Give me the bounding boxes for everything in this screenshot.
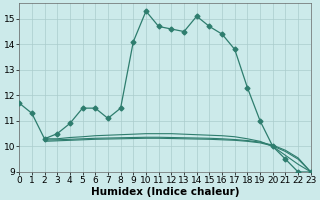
X-axis label: Humidex (Indice chaleur): Humidex (Indice chaleur) bbox=[91, 187, 239, 197]
